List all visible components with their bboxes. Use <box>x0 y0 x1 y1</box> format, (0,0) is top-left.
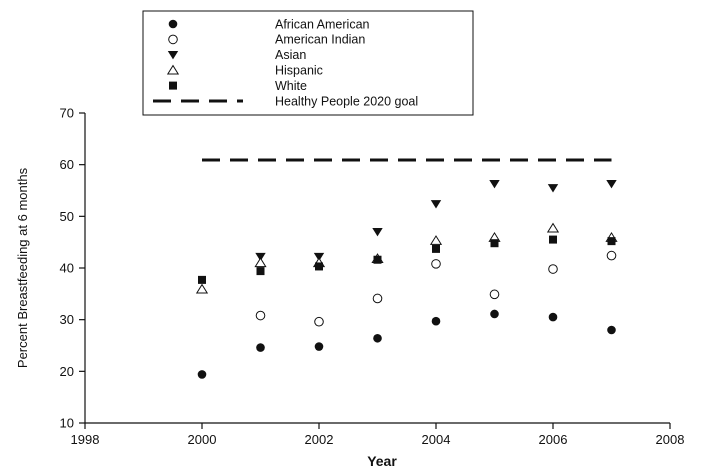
african-american-point <box>373 333 382 343</box>
legend-label: Asian <box>275 48 306 62</box>
african-american-point <box>314 342 324 351</box>
african-american-point <box>490 309 499 319</box>
y-tick-label: 50 <box>60 209 74 224</box>
african-american-point <box>256 343 265 352</box>
legend-label: African American <box>275 17 370 31</box>
asian-point <box>489 179 500 189</box>
x-axis-title: Year <box>367 453 397 469</box>
african-american-point <box>197 370 207 379</box>
axis-ticks: 1998 2000 2002 2004 2006 2008 10 20 30 40 50 60 70 <box>60 106 685 448</box>
asian-point <box>313 252 325 262</box>
x-tick-label: 2008 <box>656 432 685 447</box>
data-marks <box>195 158 618 379</box>
x-tick-label: 1998 <box>71 432 100 447</box>
y-tick-label: 20 <box>60 364 74 379</box>
hispanic-point <box>254 257 267 268</box>
white-point <box>490 239 499 248</box>
hispanic-point <box>195 283 209 294</box>
legend-symbol <box>168 19 178 29</box>
legend-symbol <box>169 81 177 90</box>
white-point <box>549 235 557 244</box>
american-indian-point <box>372 293 383 304</box>
legend-symbol <box>167 51 179 60</box>
hispanic-point <box>546 222 560 233</box>
asian-point <box>547 184 559 193</box>
asian-point <box>372 228 383 237</box>
legend-label: American Indian <box>275 33 365 47</box>
y-tick-label: 70 <box>60 106 74 121</box>
american-indian-point <box>548 264 558 274</box>
y-tick-label: 10 <box>60 416 74 431</box>
white-point <box>607 237 616 246</box>
legend-label: White <box>275 79 307 93</box>
x-tick-label: 2004 <box>422 432 451 447</box>
legend-box <box>142 10 474 116</box>
series-american-indian <box>255 250 617 327</box>
white-point <box>432 244 440 253</box>
legend-symbol <box>166 64 180 75</box>
hispanic-point <box>429 235 443 245</box>
african-american-point <box>607 325 616 335</box>
american-indian-point <box>606 250 617 261</box>
y-axis-title: Percent Breastfeeding at 6 months <box>15 167 30 368</box>
american-indian-point <box>255 310 266 321</box>
american-indian-point <box>431 259 441 269</box>
legend-label: Hispanic <box>275 64 323 78</box>
series-asian <box>255 179 617 262</box>
american-indian-point <box>314 316 324 327</box>
x-tick-label: 2002 <box>305 432 334 447</box>
x-tick-label: 2000 <box>188 432 217 447</box>
white-point <box>315 262 323 271</box>
african-american-point <box>548 312 558 322</box>
american-indian-point <box>489 289 500 300</box>
african-american-point <box>431 316 441 326</box>
asian-point <box>606 179 617 189</box>
asian-point <box>255 252 266 262</box>
white-point <box>256 267 265 276</box>
series-african-american <box>197 309 616 379</box>
series-white <box>198 235 616 284</box>
legend-symbol <box>168 34 178 45</box>
white-point <box>373 255 382 264</box>
x-tick-label: 2006 <box>539 432 568 447</box>
asian-point <box>430 200 442 209</box>
legend-label: Healthy People 2020 goal <box>275 94 418 108</box>
y-tick-label: 60 <box>60 157 74 172</box>
y-tick-label: 30 <box>60 312 74 327</box>
y-tick-label: 40 <box>60 261 74 276</box>
white-point <box>198 275 206 284</box>
